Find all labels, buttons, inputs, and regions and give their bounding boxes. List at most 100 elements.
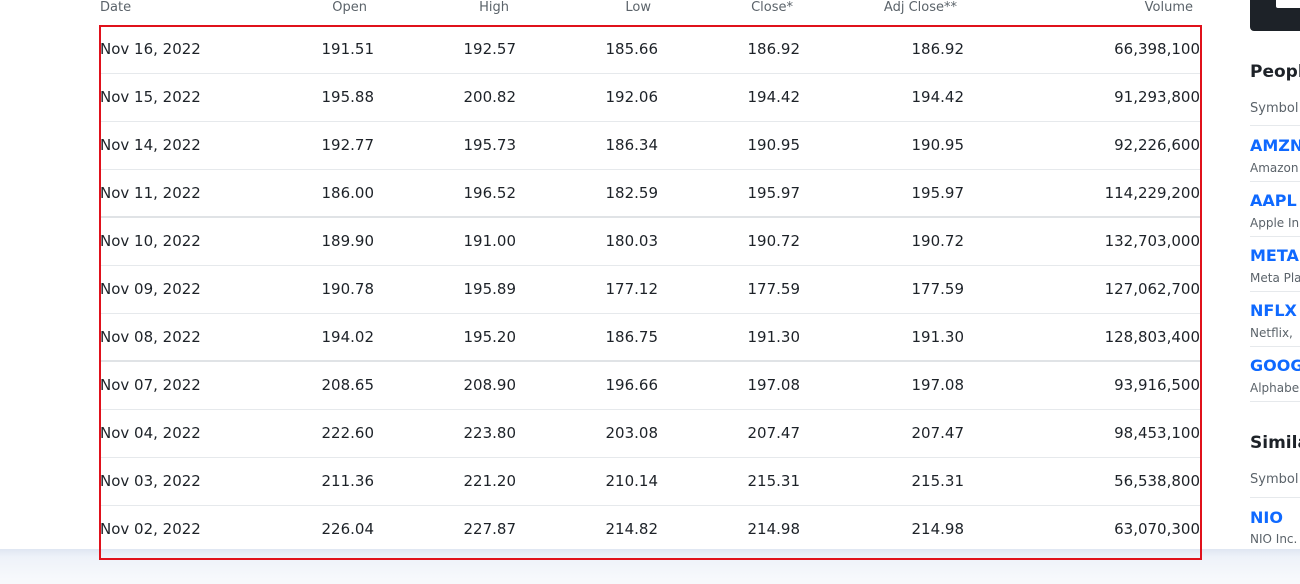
cell-open: 191.51	[321, 40, 375, 58]
dark-button[interactable]	[1250, 0, 1300, 31]
cell-volume: 127,062,700	[1104, 280, 1200, 298]
ticker-link[interactable]: GOOG	[1250, 356, 1300, 375]
cell-adj-close: 186.92	[911, 40, 965, 58]
cell-low: 180.03	[605, 232, 659, 250]
cell-open: 192.77	[321, 136, 375, 154]
company-name: Apple In	[1250, 216, 1300, 230]
ticker-link[interactable]: NFLX	[1250, 301, 1297, 320]
cell-high: 208.90	[463, 376, 517, 394]
header-high[interactable]: High	[479, 0, 509, 15]
cell-high: 223.80	[463, 424, 517, 442]
cell-open: 208.65	[321, 376, 375, 394]
cell-adj-close: 197.08	[911, 376, 965, 394]
cell-volume: 66,398,100	[1114, 40, 1200, 58]
table-row: Nov 14, 2022 192.77 195.73 186.34 190.95…	[100, 122, 1200, 170]
header-close[interactable]: Close*	[751, 0, 793, 15]
similar-symbols-title: Simila	[1250, 433, 1300, 453]
cell-high: 221.20	[463, 472, 517, 490]
ticker-link[interactable]: META	[1250, 246, 1299, 265]
cell-adj-close: 215.31	[911, 472, 965, 490]
ticker-link[interactable]: AAPL	[1250, 191, 1297, 210]
cell-high: 227.87	[463, 520, 517, 538]
header-volume[interactable]: Volume	[1144, 0, 1193, 15]
cell-low: 186.75	[605, 328, 659, 346]
cell-volume: 128,803,400	[1104, 328, 1200, 346]
cell-high: 191.00	[463, 232, 517, 250]
cell-date: Nov 14, 2022	[100, 136, 201, 154]
cell-volume: 98,453,100	[1114, 424, 1200, 442]
header-low[interactable]: Low	[625, 0, 651, 15]
cell-date: Nov 11, 2022	[100, 184, 201, 202]
company-name: Netflix,	[1250, 326, 1293, 340]
cell-close: 194.42	[747, 88, 801, 106]
cell-low: 210.14	[605, 472, 659, 490]
header-adj-close[interactable]: Adj Close**	[883, 0, 957, 15]
cell-low: 192.06	[605, 88, 659, 106]
cell-high: 196.52	[463, 184, 517, 202]
cell-volume: 93,916,500	[1114, 376, 1200, 394]
cell-date: Nov 15, 2022	[100, 88, 201, 106]
cell-low: 186.34	[605, 136, 659, 154]
cell-date: Nov 08, 2022	[100, 328, 201, 346]
divider	[1250, 346, 1300, 347]
cell-open: 189.90	[321, 232, 375, 250]
bottom-scroll-strip	[0, 549, 1300, 584]
cell-date: Nov 07, 2022	[100, 376, 201, 394]
cell-open: 222.60	[321, 424, 375, 442]
cell-close: 177.59	[747, 280, 801, 298]
cell-low: 214.82	[605, 520, 659, 538]
similar-symbol-header[interactable]: Symbol	[1250, 472, 1299, 487]
cell-high: 192.57	[463, 40, 517, 58]
table-row: Nov 15, 2022 195.88 200.82 192.06 194.42…	[100, 74, 1200, 122]
ticker-link[interactable]: NIO	[1250, 508, 1283, 527]
cell-volume: 132,703,000	[1104, 232, 1200, 250]
people-also-watch-title: Peopl	[1250, 62, 1300, 82]
cell-date: Nov 03, 2022	[100, 472, 201, 490]
cell-adj-close: 177.59	[911, 280, 965, 298]
header-date[interactable]: Date	[100, 0, 132, 15]
table-row: Nov 09, 2022 190.78 195.89 177.12 177.59…	[100, 266, 1200, 314]
cell-close: 197.08	[747, 376, 801, 394]
cell-volume: 91,293,800	[1114, 88, 1200, 106]
cell-low: 182.59	[605, 184, 659, 202]
cell-volume: 56,538,800	[1114, 472, 1200, 490]
people-symbol-header[interactable]: Symbol	[1250, 101, 1299, 116]
table-row: Nov 03, 2022 211.36 221.20 210.14 215.31…	[100, 458, 1200, 506]
cell-high: 200.82	[463, 88, 517, 106]
divider	[1250, 181, 1300, 182]
cell-adj-close: 207.47	[911, 424, 965, 442]
cell-date: Nov 10, 2022	[100, 232, 201, 250]
button-inner-shape	[1276, 0, 1300, 8]
cell-close: 186.92	[747, 40, 801, 58]
company-name: Amazon	[1250, 161, 1299, 175]
cell-close: 207.47	[747, 424, 801, 442]
cell-close: 191.30	[747, 328, 801, 346]
table-row: Nov 02, 2022 226.04 227.87 214.82 214.98…	[100, 506, 1200, 554]
cell-open: 195.88	[321, 88, 375, 106]
cell-close: 215.31	[747, 472, 801, 490]
cell-volume: 63,070,300	[1114, 520, 1200, 538]
cell-open: 186.00	[321, 184, 375, 202]
ticker-link[interactable]: AMZN	[1250, 136, 1300, 155]
cell-date: Nov 04, 2022	[100, 424, 201, 442]
table-row: Nov 10, 2022 189.90 191.00 180.03 190.72…	[100, 218, 1200, 266]
divider	[1250, 291, 1300, 292]
cell-open: 211.36	[321, 472, 375, 490]
cell-adj-close: 190.95	[911, 136, 965, 154]
divider	[1250, 401, 1300, 402]
cell-volume: 114,229,200	[1104, 184, 1200, 202]
cell-open: 190.78	[321, 280, 375, 298]
cell-low: 203.08	[605, 424, 659, 442]
cell-high: 195.89	[463, 280, 517, 298]
cell-open: 194.02	[321, 328, 375, 346]
table-row: Nov 11, 2022 186.00 196.52 182.59 195.97…	[100, 170, 1200, 218]
right-sidebar: Peopl Symbol AMZN Amazon AAPL Apple In M…	[1250, 0, 1300, 584]
cell-date: Nov 16, 2022	[100, 40, 201, 58]
divider	[1250, 125, 1300, 126]
table-row: Nov 07, 2022 208.65 208.90 196.66 197.08…	[100, 362, 1200, 410]
divider	[1250, 497, 1300, 498]
cell-adj-close: 195.97	[911, 184, 965, 202]
table-row: Nov 16, 2022 191.51 192.57 185.66 186.92…	[100, 26, 1200, 74]
cell-high: 195.73	[463, 136, 517, 154]
header-open[interactable]: Open	[332, 0, 367, 15]
